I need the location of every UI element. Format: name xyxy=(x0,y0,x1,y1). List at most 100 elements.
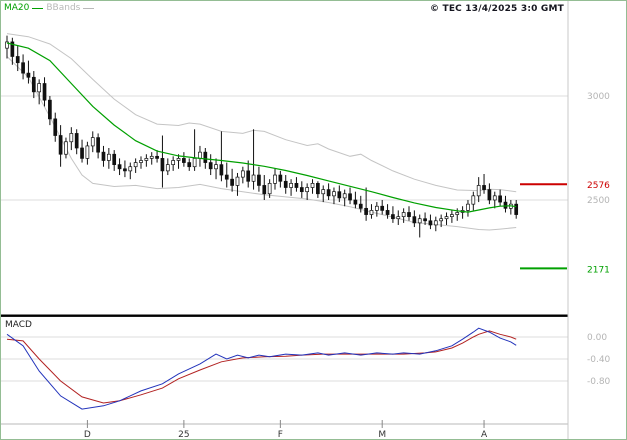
candle-body xyxy=(342,193,347,199)
candle-body xyxy=(246,170,251,182)
candle-body xyxy=(251,174,256,182)
candle-body xyxy=(273,174,277,184)
candle-body xyxy=(385,210,390,215)
macd-axis-label: -0.80 xyxy=(587,377,611,387)
candle-body xyxy=(208,162,213,170)
candle-body xyxy=(21,62,25,74)
candle-body xyxy=(374,205,379,211)
bollinger-upper-line xyxy=(6,33,517,193)
support-label: 2171 xyxy=(587,265,610,275)
candlesticks-layer xyxy=(5,35,519,238)
candle-body xyxy=(358,203,363,209)
candle-body xyxy=(326,189,331,197)
candle-body xyxy=(503,201,508,209)
candle-body xyxy=(182,158,186,163)
candle-body xyxy=(267,183,272,195)
candle-body xyxy=(391,214,395,220)
candle-body xyxy=(299,187,304,193)
candle-body xyxy=(396,216,401,220)
candle-body xyxy=(487,189,492,201)
candle-body xyxy=(144,158,149,161)
candle-body xyxy=(74,133,79,149)
candle-body xyxy=(90,137,95,147)
candle-body xyxy=(423,218,427,222)
candle-body xyxy=(123,168,127,172)
candle-body xyxy=(476,185,481,197)
candle-body xyxy=(133,162,138,168)
legend-swatch-ma20 xyxy=(32,8,44,9)
month-label: M xyxy=(378,430,386,440)
candle-body xyxy=(5,41,9,49)
candle-body xyxy=(466,203,470,211)
candle-body xyxy=(444,216,449,220)
candle-body xyxy=(235,176,240,186)
candle-body xyxy=(139,160,143,163)
candle-body xyxy=(417,218,422,224)
candle-body xyxy=(53,118,58,136)
candle-body xyxy=(10,41,15,57)
bollinger-lower-line xyxy=(6,56,517,231)
price-axis-label: 3000 xyxy=(587,92,610,102)
candle-body xyxy=(37,83,42,93)
candle-body xyxy=(96,137,100,153)
candle-body xyxy=(278,174,283,182)
candle-body xyxy=(106,153,111,161)
ma20-line xyxy=(6,42,517,213)
candle-body xyxy=(240,170,245,178)
candle-body xyxy=(337,191,342,199)
macd-signal-line xyxy=(6,330,517,404)
copyright-text: © TEC 13/4/2025 3:0 GMT xyxy=(429,4,564,14)
candle-body xyxy=(192,158,197,168)
candle-body xyxy=(203,151,208,163)
candle-body xyxy=(353,199,358,205)
candle-body xyxy=(428,220,433,226)
candle-body xyxy=(294,183,299,188)
candle-body xyxy=(401,212,406,217)
candle-body xyxy=(224,174,229,180)
candle-body xyxy=(283,180,288,188)
candle-body xyxy=(450,214,454,217)
candle-body xyxy=(321,189,326,195)
candle-body xyxy=(332,191,336,197)
chart-legend: MA20 BBands xyxy=(4,3,95,14)
macd-axis-label: 0.00 xyxy=(587,333,607,343)
month-label: D xyxy=(84,430,91,440)
candle-body xyxy=(155,155,159,159)
candle-body xyxy=(257,174,261,186)
candle-body xyxy=(15,56,20,64)
candle-body xyxy=(214,164,218,170)
macd-axis-label: -0.40 xyxy=(587,355,611,365)
candle-body xyxy=(187,162,192,168)
candle-body xyxy=(160,158,165,172)
candle-body xyxy=(407,212,411,217)
price-axis-label: 2500 xyxy=(587,196,610,206)
candle-body xyxy=(85,145,90,159)
legend-label-bbands: BBands xyxy=(46,3,81,13)
candle-body xyxy=(26,72,31,78)
candle-body xyxy=(165,164,170,172)
candle-body xyxy=(149,155,154,159)
month-label: 25 xyxy=(178,430,189,440)
candle-body xyxy=(219,164,224,176)
candle-body xyxy=(455,212,460,215)
candle-body xyxy=(31,76,36,93)
candle-body xyxy=(498,195,502,203)
month-label: F xyxy=(278,430,283,440)
candle-body xyxy=(305,187,310,193)
candle-body xyxy=(439,218,444,222)
macd-panel-label: MACD xyxy=(5,320,32,330)
candle-body xyxy=(69,133,74,143)
candle-body xyxy=(80,147,84,159)
candle-body xyxy=(412,216,417,224)
month-label: A xyxy=(481,430,488,440)
candle-body xyxy=(112,153,117,165)
candle-body xyxy=(380,205,385,211)
macd-line xyxy=(6,327,517,410)
candle-body xyxy=(514,203,519,215)
candle-body xyxy=(482,185,486,190)
candle-body xyxy=(42,83,47,101)
candle-body xyxy=(348,193,352,201)
candle-body xyxy=(101,151,106,161)
candle-body xyxy=(471,195,476,205)
